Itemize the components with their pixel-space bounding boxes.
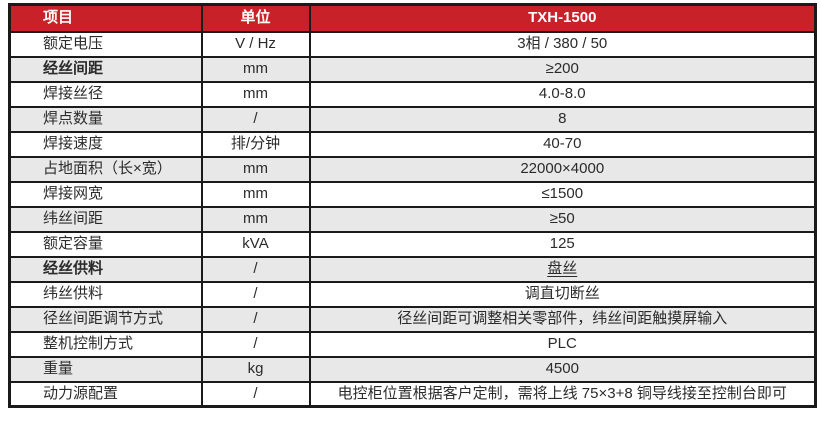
row-value: 40-70 — [308, 130, 817, 158]
table-row-power-source-config: 动力源配置 / 电控柜位置根据客户定制，需将上线 75×3+8 铜导线接至控制台… — [8, 380, 817, 408]
row-value: 22000×4000 — [308, 155, 817, 183]
row-value: ≥200 — [308, 55, 817, 83]
row-unit: / — [200, 305, 311, 333]
table-row-rated-capacity: 额定容量 kVA 125 — [8, 230, 817, 258]
row-unit: V / Hz — [200, 30, 311, 58]
row-value: PLC — [308, 330, 817, 358]
row-unit: kg — [200, 355, 311, 383]
row-unit: / — [200, 380, 311, 408]
table-row-mesh-width: 焊接网宽 mm ≤1500 — [8, 180, 817, 208]
row-unit: / — [200, 280, 311, 308]
row-label: 整机控制方式 — [8, 330, 203, 358]
row-value: ≥50 — [308, 205, 817, 233]
table-row-weld-point-count: 焊点数量 / 8 — [8, 105, 817, 133]
row-label: 纬丝供料 — [8, 280, 203, 308]
row-unit: mm — [200, 55, 311, 83]
row-value: 径丝间距可调整相关零部件，纬丝间距触摸屏输入 — [308, 305, 817, 333]
row-label: 占地面积（长×宽） — [8, 155, 203, 183]
row-value: 电控柜位置根据客户定制，需将上线 75×3+8 铜导线接至控制台即可 — [308, 380, 817, 408]
row-unit: mm — [200, 180, 311, 208]
table-row-welding-speed: 焊接速度 排/分钟 40-70 — [8, 130, 817, 158]
spec-table: 项目 单位 TXH-1500 额定电压 V / Hz 3相 / 380 / 50… — [8, 3, 817, 408]
row-value: 调直切断丝 — [308, 280, 817, 308]
row-label: 动力源配置 — [8, 380, 203, 408]
row-unit: / — [200, 330, 311, 358]
table-row-warp-spacing: 经丝间距 mm ≥200 — [8, 55, 817, 83]
row-value: 4.0-8.0 — [308, 80, 817, 108]
row-value: 盘丝 — [308, 255, 817, 283]
row-unit: mm — [200, 155, 311, 183]
row-label: 额定电压 — [8, 30, 203, 58]
table-row-welding-wire-diameter: 焊接丝径 mm 4.0-8.0 — [8, 80, 817, 108]
row-value: 3相 / 380 / 50 — [308, 30, 817, 58]
header-item: 项目 — [8, 3, 203, 33]
table-row-weft-spacing: 纬丝间距 mm ≥50 — [8, 205, 817, 233]
table-row-rated-voltage: 额定电压 V / Hz 3相 / 380 / 50 — [8, 30, 817, 58]
table-row-footprint: 占地面积（长×宽） mm 22000×4000 — [8, 155, 817, 183]
table-row-warp-feed: 经丝供料 / 盘丝 — [8, 255, 817, 283]
header-row: 项目 单位 TXH-1500 — [8, 3, 817, 33]
row-label: 焊接网宽 — [8, 180, 203, 208]
table-row-spacing-adjustment: 径丝间距调节方式 / 径丝间距可调整相关零部件，纬丝间距触摸屏输入 — [8, 305, 817, 333]
row-unit: / — [200, 255, 311, 283]
header-unit: 单位 — [200, 3, 311, 33]
table-row-control-mode: 整机控制方式 / PLC — [8, 330, 817, 358]
spec-sheet-page: 项目 单位 TXH-1500 额定电压 V / Hz 3相 / 380 / 50… — [8, 3, 817, 408]
row-unit: mm — [200, 205, 311, 233]
row-unit: 排/分钟 — [200, 130, 311, 158]
header-model: TXH-1500 — [308, 3, 817, 33]
row-value: 4500 — [308, 355, 817, 383]
row-value: ≤1500 — [308, 180, 817, 208]
row-label: 纬丝间距 — [8, 205, 203, 233]
row-value: 125 — [308, 230, 817, 258]
row-label: 经丝间距 — [8, 55, 203, 83]
row-unit: mm — [200, 80, 311, 108]
row-label: 径丝间距调节方式 — [8, 305, 203, 333]
row-label: 焊点数量 — [8, 105, 203, 133]
row-label: 额定容量 — [8, 230, 203, 258]
row-unit: kVA — [200, 230, 311, 258]
row-label: 焊接丝径 — [8, 80, 203, 108]
row-value: 8 — [308, 105, 817, 133]
row-label: 焊接速度 — [8, 130, 203, 158]
table-row-weight: 重量 kg 4500 — [8, 355, 817, 383]
row-label: 经丝供料 — [8, 255, 203, 283]
row-unit: / — [200, 105, 311, 133]
row-label: 重量 — [8, 355, 203, 383]
table-row-weft-feed: 纬丝供料 / 调直切断丝 — [8, 280, 817, 308]
